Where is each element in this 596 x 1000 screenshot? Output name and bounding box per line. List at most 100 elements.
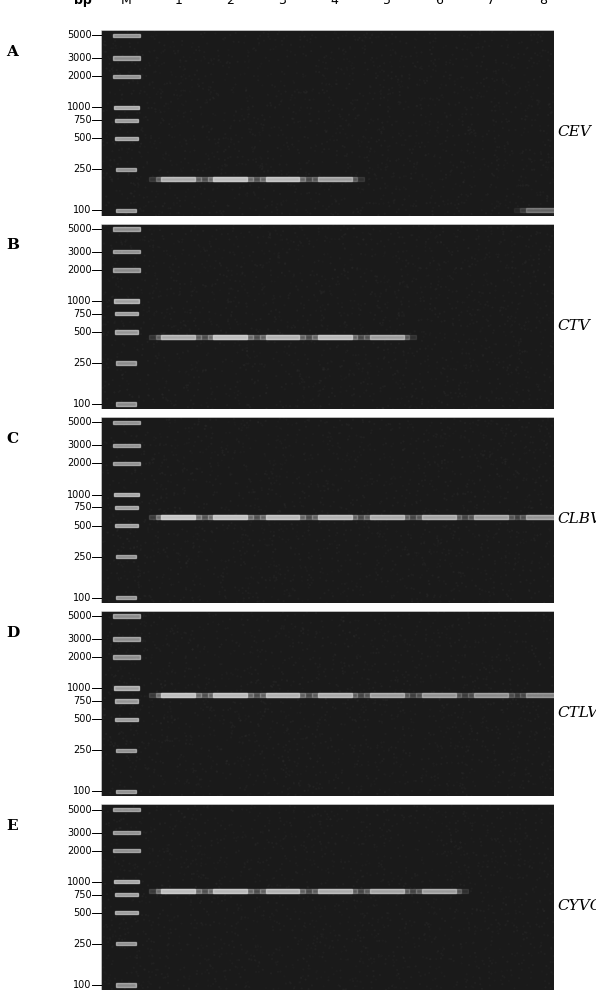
Point	[164, 960, 174, 976]
Point	[161, 958, 170, 974]
Point	[144, 294, 153, 310]
Point	[530, 532, 539, 548]
Point	[334, 618, 343, 634]
Point	[432, 390, 442, 406]
Point	[365, 226, 375, 242]
Point	[484, 920, 493, 936]
Point	[129, 306, 139, 322]
Point	[216, 832, 226, 848]
Point	[103, 462, 113, 478]
Point	[465, 120, 475, 136]
Point	[365, 85, 374, 101]
Point	[290, 607, 300, 623]
Point	[379, 195, 389, 211]
Point	[159, 710, 169, 726]
Point	[527, 553, 537, 569]
Point	[261, 572, 271, 588]
Point	[176, 856, 185, 872]
Point	[528, 957, 538, 973]
Point	[377, 191, 386, 207]
Point	[471, 392, 480, 408]
Point	[214, 797, 224, 813]
Point	[129, 592, 138, 608]
Point	[190, 821, 200, 837]
Point	[358, 868, 368, 884]
Point	[144, 387, 153, 403]
Point	[380, 835, 389, 851]
Point	[344, 781, 353, 797]
Point	[163, 709, 172, 725]
Point	[183, 686, 193, 702]
Point	[419, 798, 429, 814]
Point	[263, 878, 273, 894]
Point	[429, 33, 438, 49]
Point	[315, 814, 324, 830]
Point	[176, 849, 186, 865]
Point	[426, 325, 435, 341]
Point	[504, 284, 514, 300]
Point	[285, 742, 295, 758]
Point	[412, 545, 421, 561]
Point	[308, 81, 318, 97]
Point	[301, 430, 311, 446]
Point	[545, 219, 555, 235]
Point	[491, 350, 500, 366]
Point	[536, 324, 545, 340]
Point	[158, 902, 167, 918]
Point	[549, 458, 558, 474]
Point	[433, 309, 443, 325]
Point	[470, 945, 480, 961]
Point	[283, 345, 292, 361]
Point	[323, 740, 333, 756]
Point	[260, 818, 270, 834]
Bar	[201, 693, 260, 697]
Point	[462, 787, 471, 803]
Point	[398, 290, 408, 306]
Point	[489, 574, 499, 590]
Point	[400, 541, 409, 557]
Point	[458, 486, 468, 502]
Point	[311, 728, 321, 744]
Point	[145, 75, 154, 91]
Point	[175, 733, 184, 749]
Point	[516, 574, 525, 590]
Point	[459, 843, 468, 859]
Point	[285, 974, 294, 990]
Point	[416, 291, 426, 307]
Point	[443, 387, 453, 403]
Point	[221, 126, 230, 142]
Point	[488, 24, 497, 40]
Point	[536, 123, 545, 139]
Point	[541, 456, 550, 472]
Point	[445, 931, 454, 947]
Point	[362, 467, 371, 483]
Point	[262, 537, 272, 553]
Point	[249, 244, 258, 260]
Point	[539, 623, 548, 639]
Point	[444, 542, 454, 558]
Bar	[416, 693, 461, 697]
Point	[499, 808, 508, 824]
Point	[237, 527, 247, 543]
Point	[201, 92, 211, 108]
Point	[345, 709, 355, 725]
Point	[478, 953, 488, 969]
Point	[521, 762, 530, 778]
Point	[133, 885, 142, 901]
Point	[203, 931, 213, 947]
Point	[122, 531, 132, 547]
Point	[278, 447, 288, 463]
Point	[264, 436, 274, 452]
Point	[345, 737, 355, 753]
Point	[484, 79, 493, 95]
Point	[137, 893, 147, 909]
Point	[162, 287, 172, 303]
Point	[183, 772, 193, 788]
Point	[406, 703, 415, 719]
Point	[250, 500, 259, 516]
Point	[507, 223, 516, 239]
Point	[294, 634, 303, 650]
Point	[485, 444, 495, 460]
Point	[321, 573, 331, 589]
Point	[398, 721, 408, 737]
